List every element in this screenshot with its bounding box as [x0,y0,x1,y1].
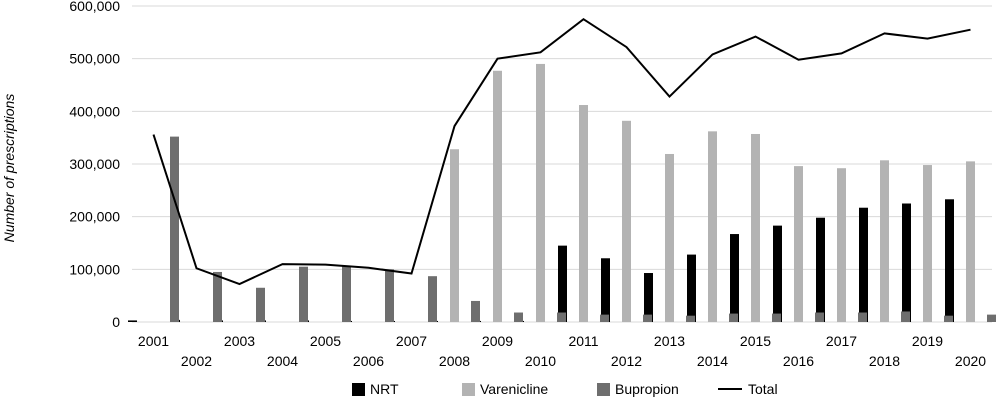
x-axis-ticks: 2001 2002 2003 2004 2005 2006 2007 2008 2009 2010… [138,333,986,369]
y-tick-label: 100,000 [69,261,120,277]
bar-nrt-2016 [773,225,782,322]
total-line-layer [152,17,971,286]
bar-bupropion-2017 [858,312,867,322]
y-axis-label: Number of prescriptions [1,94,17,243]
legend-swatch [597,383,610,396]
bar-varenicline-2018 [880,160,889,322]
x-tick-label: 2009 [482,333,513,349]
bar-bupropion-2001 [170,136,179,322]
bar-bupropion-2007 [428,276,437,322]
bar-bupropion-2011 [600,314,609,322]
y-tick-label: 200,000 [69,209,120,225]
bar-bupropion-2016 [815,312,824,322]
bar-varenicline-2010 [536,63,545,322]
bar-varenicline-2011 [579,105,588,322]
y-tick-label: 300,000 [69,156,120,172]
bar-varenicline-2019 [923,165,932,322]
x-tick-label: 2007 [396,333,427,349]
bar-varenicline-2015 [751,133,760,322]
x-tick-label: 2008 [439,353,470,369]
x-tick-label: 2001 [138,333,169,349]
bar-bupropion-2002 [213,271,222,322]
legend-label: Total [748,381,778,397]
legend-label: NRT [370,381,399,397]
bar-bupropion-2020 [987,314,996,322]
y-tick-label: 400,000 [69,103,120,119]
bar-bupropion-2018 [901,311,910,322]
bar-varenicline-2014 [708,131,717,322]
legend-label: Varenicline [480,381,548,397]
bar-nrt-2012 [601,258,610,322]
legend: NRT Varenicline Bupropion Total [352,381,778,397]
x-tick-label: 2002 [181,353,212,369]
x-tick-label: 2013 [654,333,685,349]
x-tick-label: 2011 [568,333,598,349]
x-tick-label: 2015 [740,333,771,349]
bar-varenicline-2009 [493,70,502,322]
bar-bupropion-2004 [299,266,308,322]
x-tick-label: 2004 [267,353,298,369]
bar-nrt-2018 [859,207,868,322]
gridlines [132,5,992,323]
x-tick-label: 2010 [525,353,556,369]
total-line [152,17,971,286]
x-tick-label: 2005 [310,333,341,349]
bar-bupropion-2009 [514,312,523,322]
bar-nrt-2017 [816,217,825,322]
bars [128,63,996,323]
x-tick-label: 2016 [783,353,814,369]
bar-bupropion-2015 [772,313,781,322]
bar-nrt-2013 [644,273,653,322]
x-tick-label: 2006 [353,353,384,369]
x-tick-label: 2012 [611,353,642,369]
bar-bupropion-2012 [643,314,652,322]
x-tick-label: 2020 [955,353,986,369]
y-axis-ticks: 0 100,000 200,000 300,000 400,000 500,000 600,… [69,0,120,330]
bar-varenicline-2008 [450,149,459,322]
bar-bupropion-2019 [944,315,953,322]
bar-nrt-2011 [558,245,567,322]
y-tick-label: 500,000 [69,51,120,67]
bar-varenicline-2017 [837,168,846,322]
bar-bupropion-2010 [557,312,566,322]
legend-label: Bupropion [615,381,679,397]
legend-swatch [462,383,475,396]
x-tick-label: 2017 [826,333,857,349]
bar-bupropion-2003 [256,287,265,322]
bar-bupropion-2006 [385,269,394,322]
bar-nrt-2014 [687,254,696,322]
x-tick-label: 2003 [224,333,255,349]
x-tick-label: 2019 [912,333,943,349]
x-tick-label: 2014 [697,353,728,369]
x-tick-label: 2018 [869,353,900,369]
bar-varenicline-2012 [622,120,631,323]
legend-swatch [352,383,365,396]
y-tick-label: 0 [112,314,120,330]
bar-nrt-2019 [902,203,911,322]
bar-nrt-2015 [730,234,739,322]
bar-bupropion-2014 [729,313,738,322]
bar-varenicline-2013 [665,153,674,322]
bar-varenicline-2020 [966,161,975,322]
y-tick-label: 600,000 [69,0,120,14]
bar-nrt-2020 [945,199,954,322]
bar-nrt-2001 [128,320,137,322]
bar-bupropion-2005 [342,266,351,322]
bar-bupropion-2008 [471,300,480,322]
bar-bupropion-2013 [686,315,695,322]
bar-varenicline-2016 [794,166,803,322]
